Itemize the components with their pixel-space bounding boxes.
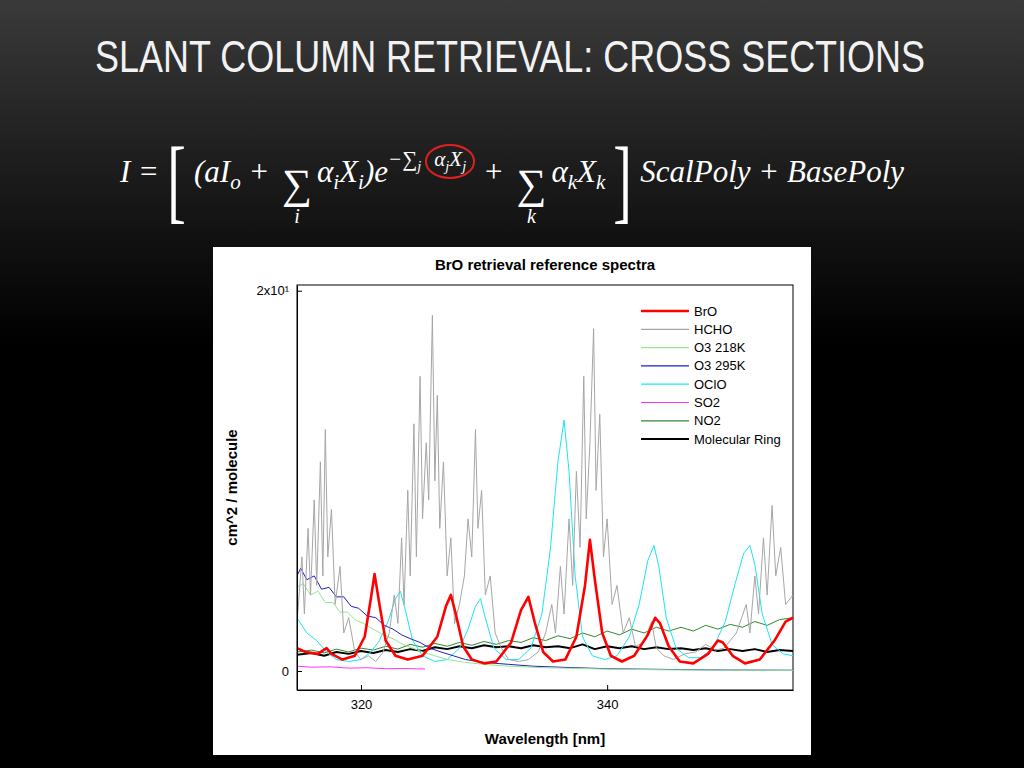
y-tick-mark: [297, 291, 302, 292]
series-line: [297, 666, 425, 669]
x-tick: 320: [351, 685, 373, 712]
y-axis: 0 2x10¹: [256, 283, 302, 690]
subscript: k: [596, 170, 605, 194]
chart-title: BrO retrieval reference spectra: [435, 256, 656, 273]
sum: ∑i: [282, 164, 312, 226]
highlight-circle: αjXj: [425, 144, 475, 178]
y-tick-label: 0: [282, 664, 289, 679]
legend-swatch: [641, 402, 689, 403]
subscript: j: [417, 159, 421, 175]
legend-label: BrO: [694, 304, 717, 319]
legend-label: SO2: [694, 395, 720, 410]
x-tick-mark: [361, 685, 362, 690]
legend-swatch: [641, 384, 689, 385]
bracket: [: [167, 134, 186, 227]
plot-frame: [297, 285, 793, 690]
y-tick-label: 2x10¹: [256, 283, 289, 298]
series-lines: [297, 315, 793, 670]
equation-text: α: [317, 154, 333, 189]
exponent: −∑jαjXj: [388, 147, 475, 171]
legend-swatch: [641, 310, 689, 313]
legend-label: O3 218K: [694, 340, 746, 355]
chart-panel: [213, 247, 811, 755]
legend-label: O3 295K: [694, 358, 746, 373]
series-line: [297, 315, 793, 661]
y-axis-title: cm^2 / molecule: [223, 429, 240, 545]
y-tick-mark: [297, 671, 302, 672]
series-line: [297, 420, 793, 661]
equation-text: α: [551, 154, 567, 189]
x-axis: 320 340: [298, 685, 794, 712]
x-tick-mark: [607, 685, 608, 690]
legend-swatch: [641, 365, 689, 366]
slide: SLANT COLUMN RETRIEVAL: CROSS SECTIONS Br…: [0, 0, 1024, 768]
sum-index: i: [294, 206, 300, 226]
y-axis-line: [297, 286, 298, 691]
sum-symbol: ∑: [517, 164, 547, 206]
equation-text: ScalPoly + BasePoly: [640, 154, 904, 189]
background: [0, 0, 1024, 768]
x-axis-title: Wavelength [nm]: [485, 730, 605, 747]
subscript: k: [568, 170, 577, 194]
subscript: j: [445, 159, 449, 175]
equation-text: X: [449, 147, 462, 171]
legend-label: HCHO: [694, 322, 732, 337]
equation-text: )e: [364, 154, 388, 189]
equation-text: +: [241, 154, 277, 189]
subscript: i: [333, 170, 339, 194]
slide-title: SLANT COLUMN RETRIEVAL: CROSS SECTIONS: [95, 32, 925, 81]
equation: I =[(aIo + ∑iαiXi)e−∑jαjXj + ∑kαkXk]Scal…: [0, 118, 1024, 243]
x-axis-line: [298, 690, 794, 691]
y-tick: 2x10¹: [256, 283, 302, 298]
sum: ∑k: [517, 164, 547, 226]
bracket: ]: [614, 134, 633, 227]
equation-text: X: [339, 154, 358, 189]
legend: BrO HCHO O3 218K O3 295K OClO SO2 NO2 Molecular…: [641, 304, 781, 447]
equation-text: (aI: [194, 154, 230, 189]
equation-line: I =[(aIo + ∑iαiXi)e−∑jαjXj + ∑kαkXk]Scal…: [120, 134, 904, 227]
series-line: [297, 540, 793, 664]
equation-text: I =: [120, 154, 159, 189]
legend-label: Molecular Ring: [694, 432, 781, 447]
subscript: j: [462, 159, 466, 175]
equation-text: −∑: [388, 147, 417, 171]
legend-label: NO2: [694, 413, 721, 428]
legend-swatch: [641, 438, 689, 440]
subscript: i: [358, 170, 364, 194]
y-tick: 0: [282, 664, 302, 679]
legend-swatch: [641, 329, 689, 330]
x-tick-label: 320: [351, 697, 373, 712]
sum-symbol: ∑: [282, 164, 312, 206]
x-tick: 340: [597, 685, 619, 712]
slide-canvas: SLANT COLUMN RETRIEVAL: CROSS SECTIONS Br…: [0, 0, 1024, 768]
legend-swatch: [641, 347, 689, 348]
legend-swatch: [641, 420, 689, 421]
x-tick-label: 340: [597, 697, 619, 712]
subscript: o: [230, 170, 241, 194]
legend-label: OClO: [694, 377, 727, 392]
equation-text: X: [577, 154, 596, 189]
equation-text: +: [475, 154, 511, 189]
equation-text: α: [434, 147, 445, 171]
sum-index: k: [527, 206, 536, 226]
